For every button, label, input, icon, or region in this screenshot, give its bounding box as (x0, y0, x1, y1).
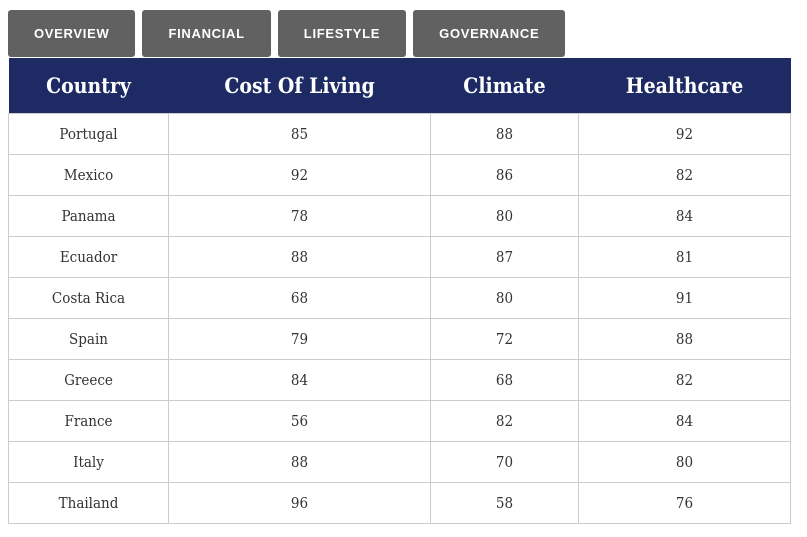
score-cell: 78 (168, 195, 431, 237)
country-cell: France (8, 400, 169, 442)
country-scores-table: Country Cost Of Living Climate Healthcar… (8, 58, 791, 524)
score-cell: 82 (430, 400, 579, 442)
header-row: Country Cost Of Living Climate Healthcar… (8, 58, 791, 114)
table-row: Greece 84 68 82 (8, 359, 791, 401)
column-header-healthcare: Healthcare (578, 58, 791, 114)
score-cell: 88 (430, 113, 579, 155)
country-cell: Mexico (8, 154, 169, 196)
score-cell: 80 (430, 195, 579, 237)
score-cell: 70 (430, 441, 579, 483)
country-cell: Spain (8, 318, 169, 360)
score-cell: 92 (578, 113, 791, 155)
score-cell: 80 (578, 441, 791, 483)
table-row: Costa Rica 68 80 91 (8, 277, 791, 319)
score-cell: 76 (578, 482, 791, 524)
score-cell: 80 (430, 277, 579, 319)
country-cell: Panama (8, 195, 169, 237)
country-cell: Thailand (8, 482, 169, 524)
tab-governance[interactable]: GOVERNANCE (413, 10, 566, 57)
score-cell: 88 (578, 318, 791, 360)
score-cell: 68 (168, 277, 431, 319)
country-cell: Costa Rica (8, 277, 169, 319)
country-cell: Greece (8, 359, 169, 401)
score-cell: 92 (168, 154, 431, 196)
table-row: Italy 88 70 80 (8, 441, 791, 483)
table-row: Mexico 92 86 82 (8, 154, 791, 196)
country-cell: Ecuador (8, 236, 169, 278)
country-cell: Portugal (8, 113, 169, 155)
score-cell: 88 (168, 236, 431, 278)
score-cell: 82 (578, 154, 791, 196)
score-cell: 79 (168, 318, 431, 360)
score-cell: 84 (168, 359, 431, 401)
score-cell: 86 (430, 154, 579, 196)
column-header-country: Country (8, 58, 169, 114)
table-body: Portugal 85 88 92 Mexico 92 86 82 Panama 78 80 84 Ec… (8, 113, 791, 524)
table-header: Country Cost Of Living Climate Healthcar… (8, 58, 791, 114)
score-cell: 72 (430, 318, 579, 360)
table-row: Panama 78 80 84 (8, 195, 791, 237)
table-row: Spain 79 72 88 (8, 318, 791, 360)
score-cell: 58 (430, 482, 579, 524)
score-cell: 88 (168, 441, 431, 483)
score-cell: 68 (430, 359, 579, 401)
retirement-index-widget: OVERVIEW FINANCIAL LIFESTYLE GOVERNANCE … (8, 10, 791, 524)
score-cell: 56 (168, 400, 431, 442)
score-cell: 91 (578, 277, 791, 319)
table-row: Portugal 85 88 92 (8, 113, 791, 155)
score-cell: 87 (430, 236, 579, 278)
tab-overview[interactable]: OVERVIEW (8, 10, 136, 57)
tab-lifestyle[interactable]: LIFESTYLE (277, 10, 407, 57)
score-cell: 84 (578, 400, 791, 442)
table-row: Ecuador 88 87 81 (8, 236, 791, 278)
column-header-climate: Climate (430, 58, 579, 114)
column-header-cost-of-living: Cost Of Living (168, 58, 431, 114)
table-row: Thailand 96 58 76 (8, 482, 791, 524)
score-cell: 84 (578, 195, 791, 237)
tab-bar: OVERVIEW FINANCIAL LIFESTYLE GOVERNANCE (8, 10, 790, 57)
score-cell: 96 (168, 482, 431, 524)
score-cell: 81 (578, 236, 791, 278)
tab-financial[interactable]: FINANCIAL (142, 10, 271, 57)
score-cell: 82 (578, 359, 791, 401)
table-row: France 56 82 84 (8, 400, 791, 442)
score-cell: 85 (168, 113, 431, 155)
country-cell: Italy (8, 441, 169, 483)
